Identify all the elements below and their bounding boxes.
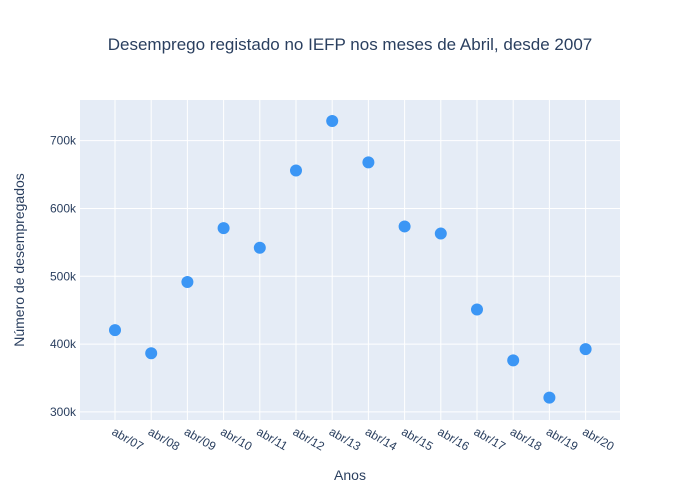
data-point[interactable] xyxy=(434,227,447,240)
grid-layer xyxy=(80,100,620,420)
plot-background xyxy=(80,100,620,420)
data-point[interactable] xyxy=(398,220,411,233)
data-point[interactable] xyxy=(181,276,194,289)
y-axis-title: Número de desempregados xyxy=(11,173,27,347)
x-tick-label: abr/17 xyxy=(472,424,509,453)
x-tick-label: abr/20 xyxy=(580,424,617,453)
data-point[interactable] xyxy=(217,222,230,235)
y-tick-label: 300k xyxy=(50,405,77,419)
x-tick-label: abr/18 xyxy=(508,424,545,453)
y-tick-label: 500k xyxy=(50,269,77,283)
data-point[interactable] xyxy=(290,164,302,177)
data-point[interactable] xyxy=(253,241,266,254)
y-tick-label: 400k xyxy=(50,337,77,351)
x-tick-label: abr/08 xyxy=(146,424,183,453)
data-point[interactable] xyxy=(145,347,158,360)
x-tick-label: abr/11 xyxy=(254,424,290,453)
x-axis-title: Anos xyxy=(334,467,366,483)
x-tick-label: abr/19 xyxy=(544,424,581,453)
data-point[interactable] xyxy=(543,391,556,404)
x-tick-label: abr/12 xyxy=(291,424,328,453)
data-point[interactable] xyxy=(362,156,375,169)
chart-title: Desemprego registado no IEFP nos meses d… xyxy=(108,35,592,54)
x-tick-label: abr/16 xyxy=(435,424,472,453)
y-tick-label: 700k xyxy=(50,134,77,148)
x-tick-label: abr/10 xyxy=(218,424,255,453)
y-tick-label: 600k xyxy=(50,201,77,215)
data-point[interactable] xyxy=(507,354,520,367)
x-tick-label: abr/13 xyxy=(327,424,364,453)
x-tick-label: abr/07 xyxy=(110,424,147,453)
data-point[interactable] xyxy=(471,303,483,316)
x-tick-label: abr/09 xyxy=(182,424,219,453)
x-tick-label: abr/14 xyxy=(363,424,400,453)
x-tick-label: abr/15 xyxy=(399,424,436,453)
marker-layer xyxy=(109,115,592,404)
data-point[interactable] xyxy=(579,343,592,356)
data-point[interactable] xyxy=(326,115,339,128)
data-point[interactable] xyxy=(109,324,121,337)
